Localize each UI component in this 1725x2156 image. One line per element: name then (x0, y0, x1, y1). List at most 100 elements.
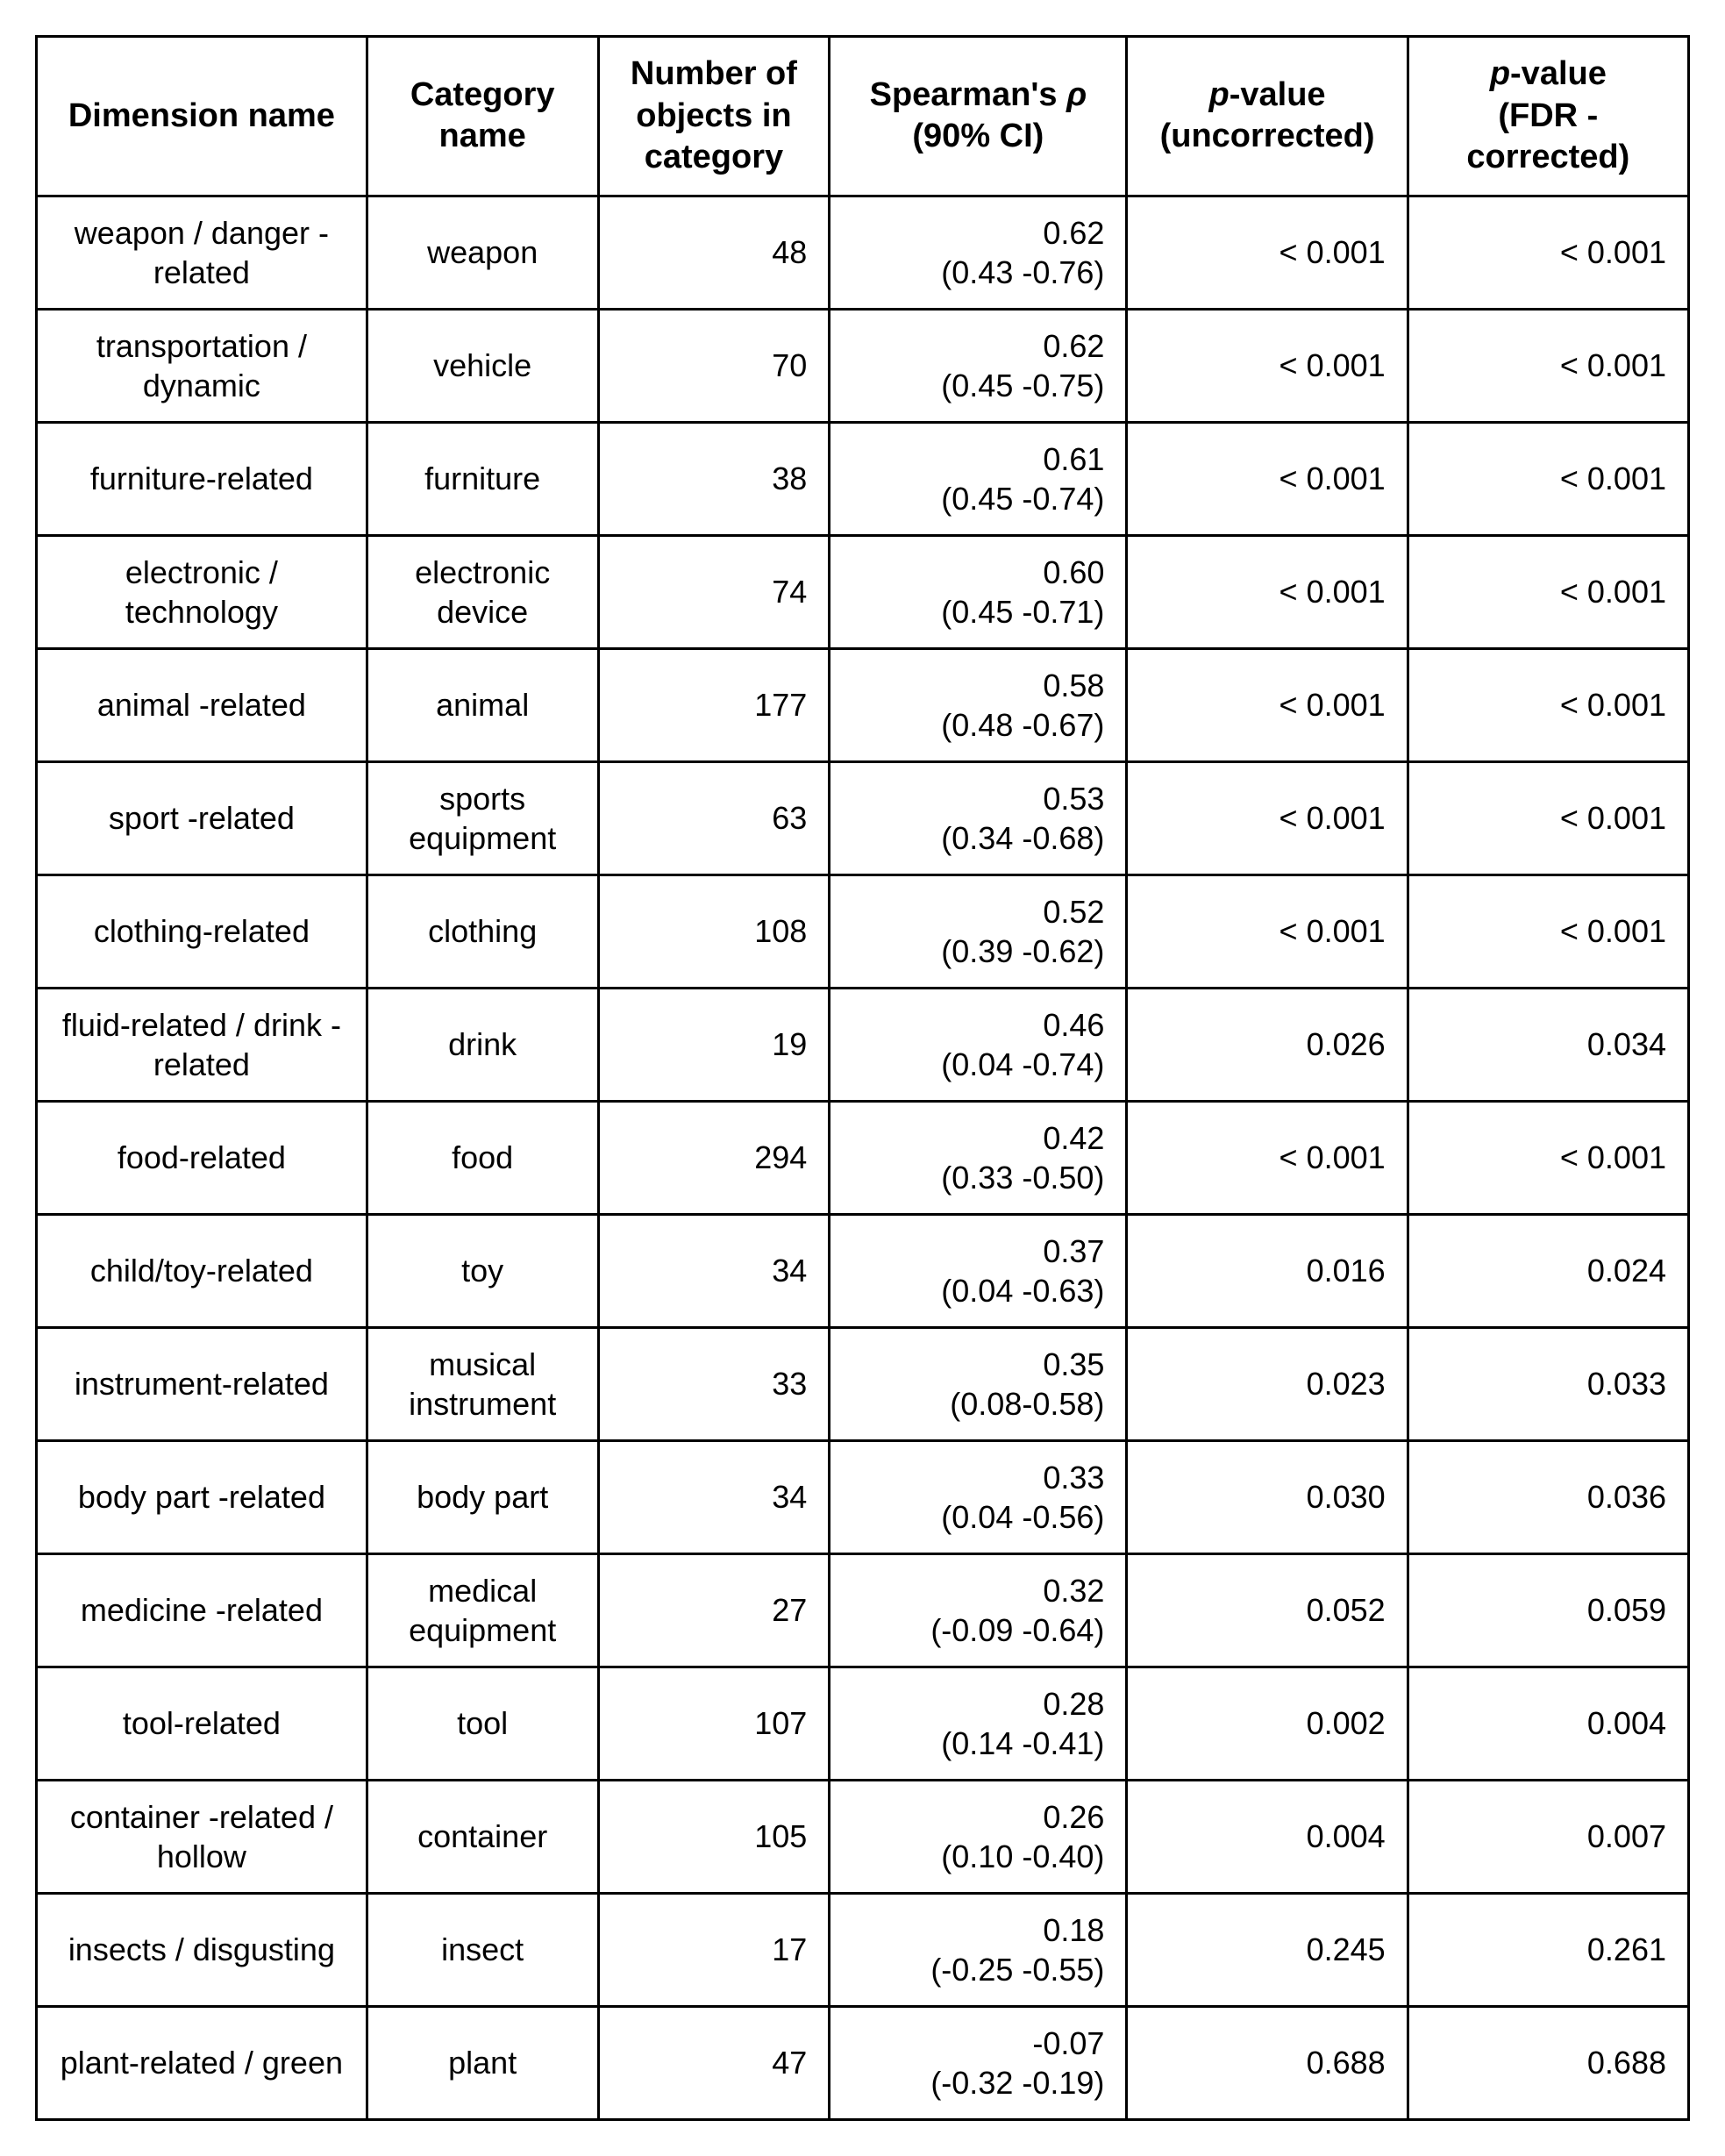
cell-rho-ci: (0.04 -0.56) (852, 1497, 1104, 1537)
cell-rho: 0.18(-0.25 -0.55) (830, 1893, 1127, 2006)
cell-rho: 0.46(0.04 -0.74) (830, 988, 1127, 1101)
cell-p-uncorrected: < 0.001 (1127, 422, 1408, 535)
cell-dimension: instrument-related (37, 1327, 367, 1440)
table-row: food-relatedfood2940.42(0.33 -0.50)< 0.0… (37, 1101, 1689, 1214)
cell-category: tool (367, 1667, 598, 1780)
cell-category: clothing (367, 875, 598, 988)
col-p-fdr-header: p-value(FDR -corrected) (1408, 37, 1688, 196)
cell-p-uncorrected: 0.002 (1127, 1667, 1408, 1780)
table-header: Dimension name Category name Number of o… (37, 37, 1689, 196)
cell-rho: 0.37(0.04 -0.63) (830, 1214, 1127, 1327)
cell-n: 33 (598, 1327, 830, 1440)
cell-n: 63 (598, 761, 830, 875)
table-row: plant-related / greenplant47-0.07(-0.32 … (37, 2006, 1689, 2119)
cell-category: electronic device (367, 535, 598, 648)
col-category-header: Category name (367, 37, 598, 196)
cell-dimension: electronic / technology (37, 535, 367, 648)
table-header-row: Dimension name Category name Number of o… (37, 37, 1689, 196)
table-row: child/toy-relatedtoy340.37(0.04 -0.63)0.… (37, 1214, 1689, 1327)
cell-p-uncorrected: 0.026 (1127, 988, 1408, 1101)
cell-dimension: fluid-related / drink -related (37, 988, 367, 1101)
cell-category: weapon (367, 196, 598, 309)
cell-n: 47 (598, 2006, 830, 2119)
cell-rho: 0.26(0.10 -0.40) (830, 1780, 1127, 1893)
cell-rho-value: 0.62 (852, 326, 1104, 366)
cell-rho-value: 0.18 (852, 1910, 1104, 1950)
cell-rho-value: 0.28 (852, 1684, 1104, 1724)
col-rho-header: Spearman's ρ(90% CI) (830, 37, 1127, 196)
cell-rho-value: 0.32 (852, 1571, 1104, 1610)
cell-p-uncorrected: < 0.001 (1127, 761, 1408, 875)
table-body: weapon / danger -relatedweapon480.62(0.4… (37, 196, 1689, 2119)
cell-rho-ci: (0.33 -0.50) (852, 1158, 1104, 1197)
cell-n: 38 (598, 422, 830, 535)
correlation-table: Dimension name Category name Number of o… (35, 35, 1690, 2121)
cell-rho-value: 0.35 (852, 1345, 1104, 1384)
col-dimension-header: Dimension name (37, 37, 367, 196)
cell-rho: 0.52(0.39 -0.62) (830, 875, 1127, 988)
table-row: transportation / dynamicvehicle700.62(0.… (37, 309, 1689, 422)
cell-dimension: animal -related (37, 648, 367, 761)
table-row: insects / disgustinginsect170.18(-0.25 -… (37, 1893, 1689, 2006)
cell-rho: 0.35(0.08-0.58) (830, 1327, 1127, 1440)
col-p-raw-header: p-value(uncorrected) (1127, 37, 1408, 196)
cell-p-fdr: < 0.001 (1408, 309, 1688, 422)
cell-dimension: container -related / hollow (37, 1780, 367, 1893)
cell-p-fdr: 0.007 (1408, 1780, 1688, 1893)
cell-rho: 0.28(0.14 -0.41) (830, 1667, 1127, 1780)
cell-p-uncorrected: < 0.001 (1127, 875, 1408, 988)
cell-p-uncorrected: < 0.001 (1127, 648, 1408, 761)
cell-rho-ci: (0.10 -0.40) (852, 1837, 1104, 1876)
cell-p-fdr: < 0.001 (1408, 196, 1688, 309)
cell-rho-ci: (0.04 -0.63) (852, 1271, 1104, 1310)
cell-p-uncorrected: 0.052 (1127, 1553, 1408, 1667)
cell-rho-value: 0.33 (852, 1458, 1104, 1497)
cell-p-uncorrected: < 0.001 (1127, 309, 1408, 422)
cell-rho: 0.61(0.45 -0.74) (830, 422, 1127, 535)
cell-rho-value: 0.62 (852, 213, 1104, 253)
cell-rho: 0.62(0.43 -0.76) (830, 196, 1127, 309)
table-row: medicine -relatedmedical equipment270.32… (37, 1553, 1689, 1667)
cell-rho-value: 0.37 (852, 1231, 1104, 1271)
cell-rho-ci: (0.45 -0.71) (852, 592, 1104, 632)
cell-rho-value: -0.07 (852, 2024, 1104, 2063)
cell-category: insect (367, 1893, 598, 2006)
table-row: furniture-relatedfurniture380.61(0.45 -0… (37, 422, 1689, 535)
cell-rho-value: 0.60 (852, 553, 1104, 592)
cell-rho-ci: (-0.32 -0.19) (852, 2063, 1104, 2102)
cell-p-uncorrected: < 0.001 (1127, 196, 1408, 309)
table-row: animal -relatedanimal1770.58(0.48 -0.67)… (37, 648, 1689, 761)
cell-p-fdr: < 0.001 (1408, 1101, 1688, 1214)
table-row: sport -relatedsports equipment630.53(0.3… (37, 761, 1689, 875)
cell-n: 107 (598, 1667, 830, 1780)
cell-p-fdr: < 0.001 (1408, 875, 1688, 988)
cell-dimension: food-related (37, 1101, 367, 1214)
col-n-header: Number of objects in category (598, 37, 830, 196)
cell-p-uncorrected: < 0.001 (1127, 1101, 1408, 1214)
cell-rho: 0.42(0.33 -0.50) (830, 1101, 1127, 1214)
cell-p-uncorrected: 0.688 (1127, 2006, 1408, 2119)
cell-p-fdr: 0.004 (1408, 1667, 1688, 1780)
cell-p-uncorrected: 0.004 (1127, 1780, 1408, 1893)
cell-p-fdr: 0.261 (1408, 1893, 1688, 2006)
cell-rho-ci: (0.34 -0.68) (852, 818, 1104, 858)
cell-rho: 0.60(0.45 -0.71) (830, 535, 1127, 648)
cell-category: plant (367, 2006, 598, 2119)
cell-p-uncorrected: 0.030 (1127, 1440, 1408, 1553)
table-row: weapon / danger -relatedweapon480.62(0.4… (37, 196, 1689, 309)
cell-dimension: tool-related (37, 1667, 367, 1780)
cell-dimension: transportation / dynamic (37, 309, 367, 422)
table-row: instrument-relatedmusical instrument330.… (37, 1327, 1689, 1440)
cell-rho-ci: (0.45 -0.75) (852, 366, 1104, 405)
cell-n: 34 (598, 1440, 830, 1553)
cell-category: medical equipment (367, 1553, 598, 1667)
cell-n: 48 (598, 196, 830, 309)
table-row: tool-relatedtool1070.28(0.14 -0.41)0.002… (37, 1667, 1689, 1780)
table-row: electronic / technologyelectronic device… (37, 535, 1689, 648)
cell-p-fdr: < 0.001 (1408, 648, 1688, 761)
cell-rho: 0.62(0.45 -0.75) (830, 309, 1127, 422)
table-row: clothing-relatedclothing1080.52(0.39 -0.… (37, 875, 1689, 988)
table-row: container -related / hollowcontainer1050… (37, 1780, 1689, 1893)
cell-rho-value: 0.46 (852, 1005, 1104, 1045)
cell-category: toy (367, 1214, 598, 1327)
